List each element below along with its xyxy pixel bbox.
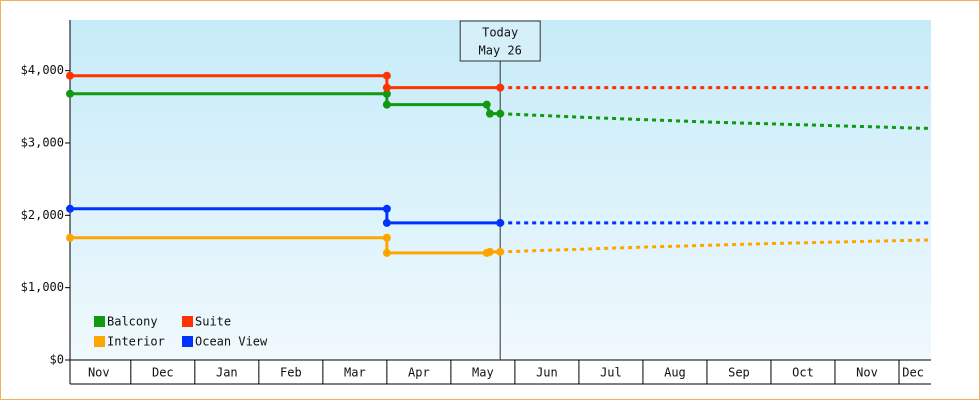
legend-swatch: [182, 336, 193, 347]
x-tick-label: Nov: [88, 366, 110, 380]
x-tick-label: Jul: [600, 366, 622, 380]
point: [66, 89, 74, 98]
point: [66, 233, 74, 242]
x-tick-label: Aug: [664, 366, 686, 380]
point: [382, 248, 391, 257]
x-tick-label: Mar: [344, 366, 366, 380]
y-tick-label: $0: [50, 353, 64, 367]
today-label: May 26: [479, 44, 522, 58]
x-tick-label: Apr: [408, 366, 430, 380]
point: [482, 100, 491, 109]
point: [496, 83, 505, 92]
x-tick-label: Sep: [728, 366, 750, 380]
point: [485, 247, 494, 256]
y-tick-label: $4,000: [21, 63, 64, 77]
point: [496, 218, 505, 227]
point: [382, 71, 391, 80]
point: [496, 109, 505, 118]
legend-swatch: [94, 316, 105, 327]
legend-label: Balcony: [107, 315, 158, 329]
series-line: [70, 207, 501, 225]
point: [382, 89, 391, 98]
y-tick-label: $3,000: [21, 135, 64, 149]
y-tick-label: $2,000: [21, 208, 64, 222]
point: [382, 233, 391, 242]
point: [496, 247, 505, 256]
y-tick-label: $1,000: [21, 280, 64, 294]
point: [485, 109, 494, 118]
today-label: Today: [482, 26, 518, 40]
legend-swatch: [182, 316, 193, 327]
point: [382, 204, 391, 213]
legend-swatch: [94, 336, 105, 347]
x-tick-label: Dec: [152, 366, 174, 380]
point: [382, 218, 391, 227]
legend-label: Suite: [195, 315, 231, 329]
point: [382, 83, 391, 92]
legend-label: Interior: [107, 335, 165, 349]
x-tick-label: Feb: [280, 366, 302, 380]
x-tick-label: Jun: [536, 366, 558, 380]
x-tick-label: May: [472, 366, 494, 380]
series-line: [70, 74, 501, 90]
point: [66, 71, 74, 80]
x-tick-label: Dec: [902, 366, 924, 380]
x-tick-label: Nov: [856, 366, 878, 380]
x-tick-label: Jan: [216, 366, 238, 380]
x-tick-label: Oct: [792, 366, 814, 380]
point: [66, 204, 74, 213]
today-box: [459, 20, 541, 62]
legend-label: Ocean View: [195, 335, 268, 349]
point: [382, 100, 391, 109]
